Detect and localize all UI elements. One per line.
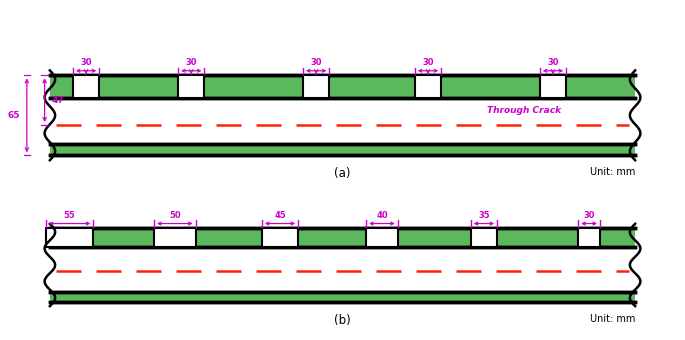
Bar <box>50 75 635 98</box>
Text: Through Crack: Through Crack <box>487 106 561 115</box>
Text: 30: 30 <box>547 58 559 67</box>
Bar <box>303 75 329 98</box>
Text: 47: 47 <box>51 96 64 105</box>
Text: 30: 30 <box>186 58 197 67</box>
Text: 55: 55 <box>64 210 75 220</box>
Bar <box>50 228 635 247</box>
Text: 30: 30 <box>422 58 434 67</box>
Bar <box>366 228 398 247</box>
Bar <box>540 75 566 98</box>
Text: 35: 35 <box>478 210 490 220</box>
Bar <box>50 292 635 302</box>
Text: (b): (b) <box>334 314 351 327</box>
Text: Unit: mm: Unit: mm <box>590 167 635 177</box>
Bar <box>471 228 497 247</box>
Bar <box>73 75 99 98</box>
Bar <box>46 228 93 247</box>
Text: 50: 50 <box>169 210 181 220</box>
Bar <box>178 75 204 98</box>
Text: 30: 30 <box>80 58 92 67</box>
Text: 30: 30 <box>584 210 595 220</box>
Text: Unit: mm: Unit: mm <box>590 314 635 324</box>
Bar <box>50 144 635 155</box>
Bar <box>415 75 441 98</box>
Text: 65: 65 <box>8 111 21 120</box>
Bar <box>154 228 195 247</box>
Text: 40: 40 <box>376 210 388 220</box>
Bar <box>578 228 600 247</box>
Text: 30: 30 <box>310 58 322 67</box>
Bar <box>262 228 298 247</box>
Text: 45: 45 <box>274 210 286 220</box>
Text: (a): (a) <box>334 167 351 180</box>
